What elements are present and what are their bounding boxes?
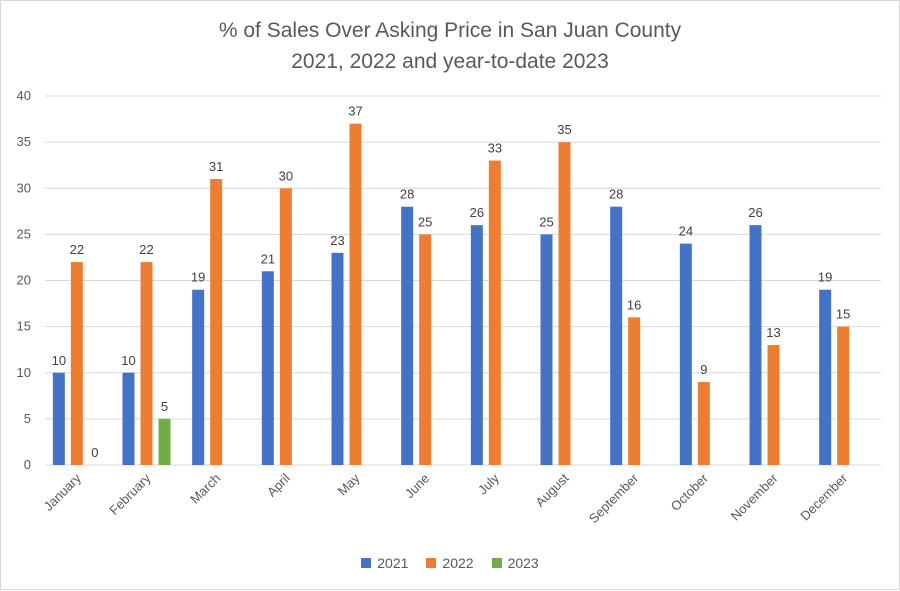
legend-item-2022: 2022	[426, 555, 474, 571]
bar-2022	[419, 234, 432, 465]
bar-2021	[122, 372, 135, 465]
data-label: 22	[70, 242, 84, 257]
bar-2023	[158, 418, 171, 465]
bar-2022	[140, 262, 153, 465]
y-tick-label: 0	[24, 457, 31, 472]
data-label: 16	[627, 297, 641, 312]
y-tick-label: 15	[17, 319, 31, 334]
y-tick-label: 5	[24, 411, 31, 426]
bar-2021	[540, 234, 553, 465]
bar-2021	[401, 206, 414, 465]
y-tick-label: 25	[17, 226, 31, 241]
data-label: 22	[139, 242, 153, 257]
data-label: 23	[330, 233, 344, 248]
x-tick-label: April	[264, 470, 293, 499]
data-label: 26	[470, 205, 484, 220]
bar-2021	[749, 225, 762, 465]
legend-label-2022: 2022	[442, 555, 474, 571]
bar-2021	[819, 289, 832, 465]
bar-2021	[610, 206, 623, 465]
y-tick-label: 20	[17, 273, 31, 288]
data-label: 13	[766, 325, 780, 340]
data-label: 0	[91, 445, 98, 460]
y-tick-label: 40	[17, 88, 31, 103]
legend-swatch-2023	[491, 558, 502, 568]
legend-label-2021: 2021	[377, 555, 409, 571]
x-tick-label: September	[586, 470, 642, 526]
bar-2022	[210, 179, 223, 465]
data-label: 19	[818, 270, 832, 285]
data-label: 37	[348, 104, 362, 119]
bar-2022	[558, 142, 571, 465]
legend-swatch-2021	[361, 558, 372, 568]
data-label: 28	[400, 187, 414, 202]
bar-2021	[331, 252, 344, 465]
data-label: 25	[418, 214, 432, 229]
legend-item-2021: 2021	[361, 555, 408, 571]
data-label: 30	[279, 168, 293, 183]
data-label: 10	[121, 353, 135, 368]
data-label: 15	[836, 307, 850, 322]
data-label: 28	[609, 187, 623, 202]
bar-2022	[837, 326, 850, 465]
bar-2022	[767, 345, 780, 465]
bar-2022	[697, 381, 710, 465]
data-label: 19	[191, 270, 205, 285]
x-tick-label: July	[475, 470, 502, 497]
legend-label-2023: 2023	[507, 555, 539, 571]
legend-swatch-2022	[426, 558, 437, 568]
data-label: 21	[261, 251, 275, 266]
bar-2021	[52, 372, 65, 465]
y-tick-label: 35	[17, 134, 31, 149]
bar-2022	[488, 160, 501, 465]
chart-title: % of Sales Over Asking Price in San Juan…	[1, 15, 899, 77]
bar-2022	[349, 123, 362, 466]
x-tick-label: November	[728, 470, 781, 523]
x-tick-label: May	[335, 470, 363, 498]
x-tick-label: January	[41, 470, 85, 514]
data-label: 24	[679, 224, 693, 239]
bar-2021	[679, 243, 692, 465]
x-tick-label: February	[106, 470, 154, 518]
bar-2022	[70, 262, 83, 465]
bar-2022	[628, 317, 641, 465]
data-label: 10	[52, 353, 66, 368]
data-label: 26	[748, 205, 762, 220]
data-label: 35	[557, 122, 571, 137]
bar-2021	[192, 289, 205, 465]
legend-item-2023: 2023	[491, 555, 539, 571]
x-tick-label: March	[187, 471, 223, 507]
chart-title-line1: % of Sales Over Asking Price in San Juan…	[218, 19, 682, 42]
chart-title-line2: 2021, 2022 and year-to-date 2023	[291, 50, 609, 73]
data-label: 25	[539, 214, 553, 229]
data-label: 31	[209, 159, 223, 174]
x-tick-label: December	[797, 470, 850, 523]
bar-2021	[470, 225, 483, 465]
x-tick-label: June	[402, 471, 433, 502]
x-tick-label: August	[532, 470, 571, 509]
bar-2022	[279, 188, 292, 465]
y-tick-label: 10	[17, 365, 31, 380]
data-label: 5	[161, 399, 168, 414]
bar-2021	[261, 271, 274, 465]
x-tick-label: October	[668, 470, 712, 514]
data-label: 33	[488, 141, 502, 156]
legend: 2021 2022 2023	[1, 555, 899, 571]
data-label: 9	[700, 362, 707, 377]
y-tick-label: 30	[17, 180, 31, 195]
